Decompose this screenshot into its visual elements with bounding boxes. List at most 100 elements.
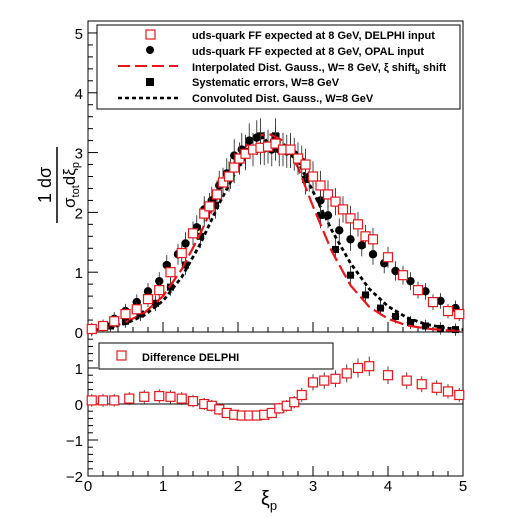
legend-label-difference: Difference DELPHI: [142, 352, 239, 364]
point-filled-circle-1: [245, 136, 254, 145]
point-open-square-diff-0: [289, 397, 300, 408]
legend-label-delphi: uds-quark FF expected at 8 GeV, DELPHI i…: [192, 30, 435, 42]
legend-marker-systematic: [146, 78, 154, 86]
point-filled-circle-1: [323, 211, 333, 220]
point-open-square-diff-0: [154, 390, 165, 402]
point-open-square-0: [211, 189, 223, 200]
point-open-square-diff-0: [401, 375, 412, 386]
main-y-tick-label: 5: [75, 26, 83, 43]
legend-marker-difference: [116, 350, 127, 361]
main-legend: uds-quark FF expected at 8 GeV, DELPHI i…: [96, 24, 461, 110]
point-open-square-diff-0: [124, 393, 135, 404]
point-open-square-diff-0: [416, 379, 427, 390]
difference-y-tick-label: −2: [66, 469, 83, 486]
point-open-square-0: [176, 247, 187, 259]
difference-legend-box: [98, 342, 334, 370]
point-filled-circle-1: [252, 133, 261, 142]
difference-series-layer: [86, 356, 465, 421]
point-filled-square-3: [182, 261, 189, 269]
point-filled-square-3: [392, 312, 399, 320]
point-open-square-0: [345, 213, 356, 224]
point-filled-circle-1: [346, 235, 355, 244]
point-open-square-diff-0: [97, 395, 109, 406]
main-series-layer: [86, 118, 465, 337]
point-filled-circle-1: [155, 276, 164, 286]
point-open-square-0: [109, 316, 120, 327]
point-open-square-0: [142, 294, 154, 305]
point-open-square-diff-0: [109, 395, 120, 406]
point-open-square-diff-0: [431, 382, 442, 393]
point-open-square-0: [223, 171, 235, 182]
point-open-square-0: [397, 270, 409, 281]
point-filled-square-3: [152, 299, 159, 307]
point-open-square-0: [270, 138, 281, 149]
point-open-square-0: [285, 144, 296, 155]
difference-y-tick-label: 1: [75, 361, 83, 378]
series-line-dotted-line-4: [87, 137, 464, 333]
legend-label-systematic: Systematic errors, W=8 GeV: [192, 77, 340, 89]
point-open-square-0: [454, 308, 465, 320]
point-open-square-0: [367, 234, 379, 245]
y-axis-numerator: 1 dσ: [35, 167, 55, 203]
point-filled-square-3: [347, 271, 354, 279]
main-y-tick-label: 0: [75, 325, 83, 342]
point-filled-square-3: [332, 245, 339, 253]
point-open-square-0: [412, 285, 424, 296]
point-filled-circle-1: [421, 287, 430, 296]
point-filled-circle-1: [181, 239, 190, 248]
point-open-square-diff-0: [307, 377, 319, 388]
point-open-square-0: [131, 304, 142, 315]
point-open-square-diff-0: [139, 391, 150, 402]
legend-label-opal: uds-quark FF expected at 8 GeV, OPAL inp…: [192, 46, 424, 58]
point-filled-circle-1: [391, 266, 400, 276]
point-open-square-0: [199, 208, 210, 219]
main-y-tick-label: 3: [75, 146, 83, 163]
x-tick-label: 5: [459, 478, 467, 495]
point-open-square-0: [330, 196, 341, 207]
point-open-square-0: [322, 189, 334, 200]
point-filled-square-3: [197, 232, 204, 240]
difference-y-tick-label: −1: [66, 433, 83, 450]
x-axis-ticks: 0 1 2 3 4 5: [84, 322, 467, 495]
x-tick-label: 2: [234, 478, 242, 495]
difference-y-ticks: −2 −1 0 1: [66, 331, 98, 486]
main-y-tick-label: 4: [75, 86, 83, 103]
point-open-square-diff-0: [187, 396, 199, 407]
legend-label-interpolated: Interpolated Dist. Gauss., W= 8 GeV, ξ s…: [192, 62, 447, 76]
point-open-square-0: [187, 228, 199, 239]
point-open-square-0: [86, 323, 97, 335]
point-open-square-0: [229, 162, 240, 173]
point-open-square-diff-0: [86, 395, 97, 406]
point-open-square-0: [217, 177, 229, 188]
point-open-square-0: [292, 153, 304, 164]
x-tick-label: 0: [84, 478, 92, 495]
point-open-square-diff-0: [454, 389, 465, 401]
point-filled-circle-1: [368, 250, 378, 259]
main-y-tick-label: 1: [75, 265, 83, 282]
main-y-ticks: 0 1 2 3 4 5: [75, 26, 98, 342]
x-axis-title: ξp: [261, 488, 277, 513]
point-open-square-0: [315, 180, 326, 191]
point-open-square-diff-0: [341, 368, 352, 379]
point-open-square-diff-0: [176, 393, 187, 404]
point-filled-square-3: [212, 201, 219, 209]
point-open-square-0: [120, 308, 131, 320]
legend-marker-delphi: [145, 29, 156, 40]
point-open-square-diff-0: [352, 362, 364, 374]
point-filled-square-3: [362, 291, 369, 299]
point-open-square-diff-0: [364, 361, 375, 372]
difference-y-tick-label: 0: [75, 397, 83, 414]
point-open-square-0: [97, 320, 109, 332]
x-tick-label: 4: [384, 478, 392, 495]
point-filled-square-3: [317, 211, 324, 219]
point-open-square-0: [352, 219, 364, 230]
point-open-square-0: [382, 252, 394, 263]
point-open-square-0: [300, 159, 311, 170]
legend-label-convoluted: Convoluted Dist. Gauss., W=8 GeV: [192, 93, 374, 105]
point-open-square-0: [204, 201, 215, 212]
point-open-square-0: [154, 285, 165, 296]
point-filled-square-3: [407, 318, 414, 326]
main-y-tick-label: 2: [75, 205, 83, 222]
point-filled-square-3: [422, 322, 429, 330]
point-open-square-diff-0: [165, 391, 176, 402]
